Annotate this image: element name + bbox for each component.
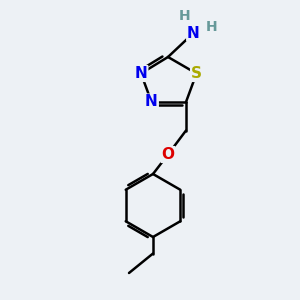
- Text: H: H: [179, 10, 190, 23]
- Text: O: O: [161, 147, 175, 162]
- Text: S: S: [191, 66, 202, 81]
- Text: H: H: [206, 20, 217, 34]
- Text: N: N: [145, 94, 158, 110]
- Text: N: N: [135, 66, 147, 81]
- Text: N: N: [187, 26, 200, 40]
